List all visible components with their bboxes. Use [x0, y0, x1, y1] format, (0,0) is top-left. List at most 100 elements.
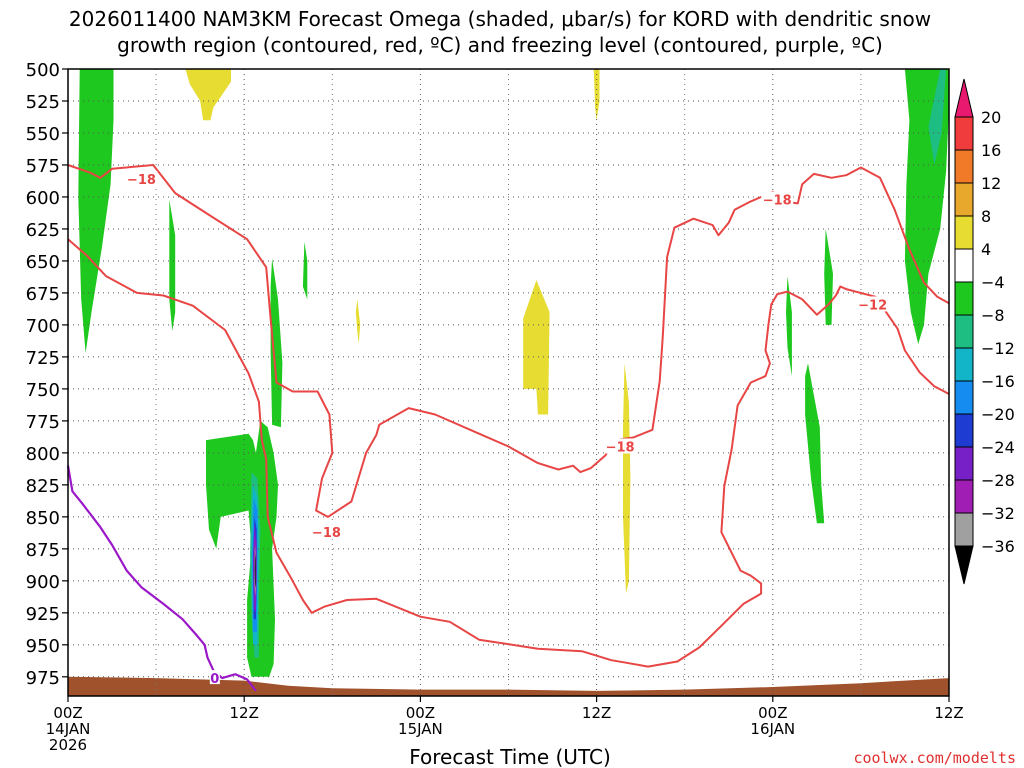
omega-region-9 [928, 69, 947, 165]
dgz-contour-1 [67, 238, 950, 668]
dgz-label-1: −18 [312, 526, 341, 541]
y-tick-label-2: 550 [26, 124, 60, 145]
x-tick-label-1-0: 12Z [230, 704, 259, 722]
y-tick-label-5: 625 [26, 220, 60, 241]
x-tick-label-5-0: 12Z [934, 704, 963, 722]
y-tick-label-16: 900 [26, 572, 60, 593]
colorbar-box-2 [954, 149, 974, 184]
colorbar-box-9 [954, 380, 974, 415]
temperature-contours: −18 −18 −18 −18 −12 0 [66, 164, 950, 692]
terrain-fill [68, 676, 949, 696]
colorbar-label-0: 20 [981, 108, 1001, 127]
colorbar-label-1: 16 [981, 141, 1001, 160]
colorbar-bottom-arrow [954, 545, 974, 585]
plot-grid [67, 68, 950, 696]
chart-title-line-2: growth region (contoured, red, ºC) and f… [117, 33, 883, 57]
colorbar-label-6: −8 [981, 306, 1005, 325]
y-tick-label-19: 975 [26, 668, 60, 689]
colorbar-label-4: 4 [981, 240, 991, 259]
dgz-label-bg-4 [856, 296, 889, 312]
y-tick-label-13: 825 [26, 476, 60, 497]
colorbar-box-11 [954, 446, 974, 481]
y-tick-label-17: 925 [26, 604, 60, 625]
colorbar-box-13 [954, 512, 974, 547]
y-tick-label-9: 725 [26, 348, 60, 369]
dgz-label-bg-0 [125, 171, 158, 187]
x-tick-label-0-0: 00Z [53, 704, 82, 722]
omega-region-0 [78, 69, 114, 354]
dgz-label-bg-3 [761, 191, 794, 207]
colorbar-label-12: −32 [981, 504, 1015, 523]
y-tick-label-12: 800 [26, 444, 60, 465]
omega-region-2 [206, 420, 278, 677]
terrain-area [68, 676, 949, 696]
y-tick-label-7: 675 [26, 284, 60, 305]
x-axis-label: Forecast Time (UTC) [409, 745, 611, 768]
x-tick-label-3-0: 12Z [582, 704, 611, 722]
colorbar-box-8 [954, 347, 974, 382]
omega-region-5 [786, 276, 792, 377]
y-tick-label-15: 875 [26, 540, 60, 561]
chart-title: 2026011400 NAM3KM Forecast Omega (shaded… [69, 7, 931, 57]
y-tick-label-1: 525 [26, 92, 60, 113]
colorbar-box-10 [954, 413, 974, 448]
omega-region-20 [355, 299, 361, 345]
x-tick-label-2-0: 00Z [406, 704, 435, 722]
y-tick-label-0: 500 [26, 60, 60, 81]
dgz-label-bg-2 [604, 438, 637, 454]
watermark: coolwx.com/modelts [853, 749, 1016, 767]
colorbar-box-5 [954, 248, 974, 283]
omega-region-6 [824, 228, 833, 325]
colorbar-label-10: −24 [981, 438, 1015, 457]
y-tick-label-8: 700 [26, 316, 60, 337]
x-tick-label-0-1: 14JAN [46, 720, 91, 738]
colorbar-label-5: −4 [981, 273, 1005, 292]
y-tick-label-10: 750 [26, 380, 60, 401]
colorbar-label-7: −12 [981, 339, 1015, 358]
y-tick-label-11: 775 [26, 412, 60, 433]
y-tick-label-6: 650 [26, 252, 60, 273]
colorbar-top-arrow [954, 78, 974, 118]
colorbar-label-8: −16 [981, 372, 1015, 391]
x-tick-label-4-1: 16JAN [750, 720, 795, 738]
colorbar-box-3 [954, 182, 974, 217]
colorbar-label-3: 8 [981, 207, 991, 226]
colorbar-label-13: −36 [981, 537, 1015, 556]
freezing-label-bg [209, 670, 220, 685]
omega-region-17 [254, 552, 256, 589]
dgz-label-3: −18 [763, 194, 792, 209]
colorbar-box-12 [954, 479, 974, 514]
omega-region-7 [805, 363, 825, 524]
dgz-label-4: −12 [858, 298, 887, 313]
y-tick-label-4: 600 [26, 188, 60, 209]
plot-frame [67, 68, 950, 697]
colorbar-box-6 [954, 281, 974, 316]
freezing-level-contour [66, 465, 257, 692]
dgz-contour-0 [67, 164, 950, 518]
x-tick-label-2-1: 15JAN [398, 720, 443, 738]
freezing-level-label: 0 [210, 672, 219, 687]
colorbar-box-4 [954, 215, 974, 250]
colorbar-label-2: 12 [981, 174, 1001, 193]
dgz-label-2: −18 [606, 440, 635, 455]
y-tick-label-14: 850 [26, 508, 60, 529]
y-tick-label-18: 950 [26, 636, 60, 657]
x-tick-label-0-2: 2026 [49, 736, 87, 754]
omega-region-1 [169, 199, 176, 332]
omega-region-4 [302, 241, 308, 300]
colorbar-box-1 [954, 116, 974, 151]
y-tick-label-3: 575 [26, 156, 60, 177]
colorbar-label-9: −20 [981, 405, 1015, 424]
dgz-label-bg-1 [310, 524, 343, 540]
chart-title-line-1: 2026011400 NAM3KM Forecast Omega (shaded… [69, 7, 931, 31]
colorbar-label-11: −28 [981, 471, 1015, 490]
omega-shaded-regions [78, 69, 949, 677]
dgz-label-0: −18 [127, 173, 156, 188]
omega-region-18 [185, 69, 231, 121]
pressure-axis: 500 525 550 575 600 625 650 675 700 725 750 775 800 8… [26, 60, 68, 689]
omega-region-22 [623, 363, 631, 594]
omega-region-21 [523, 280, 550, 415]
omega-colorbar: 20 16 12 8 4 −4 −8 −12 −16 −20 −24 −28 −32 −36 [954, 78, 1015, 585]
x-tick-label-4-0: 00Z [758, 704, 787, 722]
